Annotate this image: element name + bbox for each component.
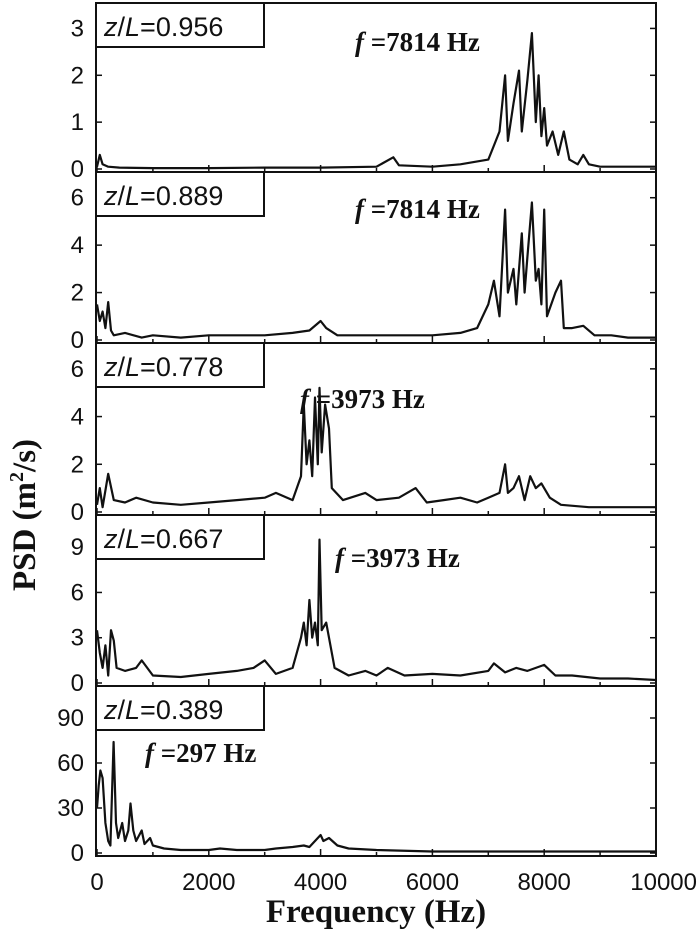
y-tick-label: 30: [57, 795, 84, 822]
panel-label-box: [95, 171, 265, 217]
x-axis-title: Frequency (Hz): [266, 894, 486, 930]
panel-label: z/L=0.778: [103, 352, 223, 382]
panel-label-box: [95, 342, 265, 388]
psd-series-line: [95, 201, 656, 339]
plot-frame: [95, 2, 657, 857]
panel-3: 0 2 4 6 z/L=0.778 f =3973 Hz: [71, 342, 657, 526]
peak-frequency-label: f =7814 Hz: [355, 27, 480, 57]
x-tick-label: 4000: [294, 869, 347, 896]
peak-frequency-label: f =7814 Hz: [355, 194, 480, 224]
panel-1: 0 1 2 3 z/L=0.956 f =7814 Hz: [71, 2, 657, 183]
y-tick-label: 6: [71, 579, 84, 606]
psd-series-line: [95, 538, 657, 682]
panel-label: z/L=0.889: [103, 181, 223, 211]
y-tick-label: 90: [57, 705, 84, 732]
y-tick-label: 0: [71, 156, 84, 183]
panel-label-box: [95, 685, 265, 731]
y-tick-label: 4: [71, 404, 84, 431]
y-tick-label: 6: [71, 185, 84, 212]
y-tick-label: 2: [71, 280, 84, 307]
panel-2: 0 2 4 6 z/L=0.889 f =7814 Hz: [71, 171, 657, 354]
y-tick-label: 0: [71, 840, 84, 867]
y-axis-title: PSD (m2/s): [6, 439, 43, 591]
x-tick-label: 6000: [406, 869, 459, 896]
panel-label: z/L=0.956: [103, 12, 223, 42]
panel-4: 0 3 6 9 z/L=0.667 f =3973 Hz: [71, 514, 657, 697]
y-tick-label: 60: [57, 750, 84, 777]
peak-frequency-label: f =3973 Hz: [335, 543, 460, 573]
y-tick-label: 3: [71, 15, 84, 42]
y-tick-label: 1: [71, 109, 84, 136]
panel-label: z/L=0.667: [103, 524, 223, 554]
y-tick-label: 4: [71, 232, 84, 259]
psd-series-line: [95, 740, 656, 853]
y-tick-label: 9: [71, 534, 84, 561]
y-tick-label: 2: [71, 62, 84, 89]
peak-frequency-label: f =3973 Hz: [300, 384, 425, 414]
x-tick-label: 2000: [182, 869, 235, 896]
panel-5: 0 30 60 90 z/L=0.389 f =297 Hz: [57, 685, 657, 867]
x-tick-label: 0: [90, 869, 103, 896]
x-tick-label: 10000: [630, 869, 697, 896]
psd-series-line: [95, 386, 656, 509]
panels: 0 1 2 3 z/L=0.956 f =7814 Hz 0 2 4 6 z/L=0.889 f =7…: [57, 2, 657, 867]
x-axis-ticks: 0 2000 4000 6000 8000 10000: [90, 869, 697, 896]
y-tick-label: 3: [71, 625, 84, 652]
y-tick-label: 0: [71, 499, 84, 526]
psd-series-line: [95, 31, 656, 170]
y-tick-label: 2: [71, 451, 84, 478]
panel-label: z/L=0.389: [103, 695, 223, 725]
peak-frequency-label: f =297 Hz: [145, 738, 256, 768]
y-tick-label: 6: [71, 356, 84, 383]
y-tick-label: 0: [71, 670, 84, 697]
panel-label-box: [95, 514, 265, 560]
y-tick-label: 0: [71, 327, 84, 354]
x-tick-label: 8000: [518, 869, 571, 896]
